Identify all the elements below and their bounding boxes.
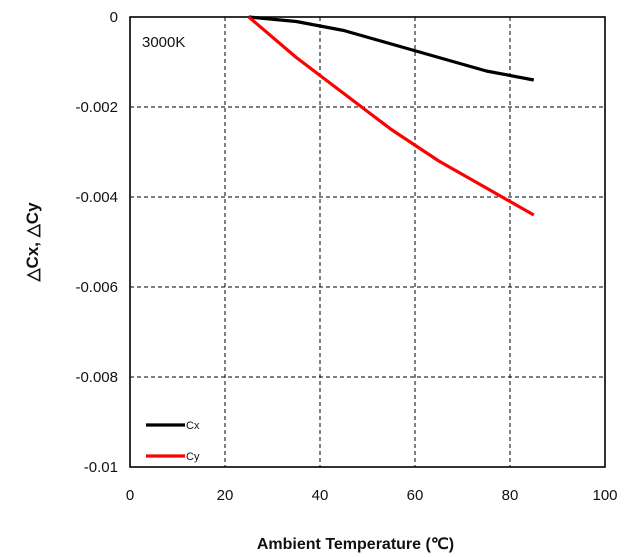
y-tick-label: -0.004 bbox=[75, 189, 118, 206]
x-tick-label: 40 bbox=[312, 487, 329, 504]
series-layer bbox=[247, 15, 535, 217]
y-tick-label: -0.006 bbox=[75, 279, 118, 296]
x-tick-label: 0 bbox=[126, 487, 134, 504]
grid bbox=[130, 17, 605, 467]
y-tick-label: -0.002 bbox=[75, 99, 118, 116]
y-axis-label: △Cx, △Cy bbox=[23, 202, 42, 283]
series-line-cy bbox=[247, 15, 535, 217]
y-tick-label: -0.008 bbox=[75, 369, 118, 386]
y-tick-label: 0 bbox=[110, 9, 118, 26]
x-tick-label: 80 bbox=[502, 487, 519, 504]
series-line-cx bbox=[248, 15, 535, 82]
x-tick-labels: 0 20 40 60 80 100 bbox=[126, 487, 618, 504]
x-axis-label: Ambient Temperature (℃) bbox=[257, 536, 454, 553]
legend-label-cx: Cx bbox=[186, 420, 200, 432]
x-tick-label: 100 bbox=[592, 487, 617, 504]
y-tick-labels: 0 -0.002 -0.004 -0.006 -0.008 -0.01 bbox=[75, 9, 118, 476]
x-tick-label: 60 bbox=[407, 487, 424, 504]
plot-frame bbox=[129, 16, 606, 468]
x-tick-label: 20 bbox=[217, 487, 234, 504]
y-tick-label: -0.01 bbox=[84, 459, 118, 476]
annotation-label: 3000K bbox=[142, 34, 185, 51]
legend: Cx Cy bbox=[146, 420, 200, 463]
legend-label-cy: Cy bbox=[186, 451, 200, 463]
